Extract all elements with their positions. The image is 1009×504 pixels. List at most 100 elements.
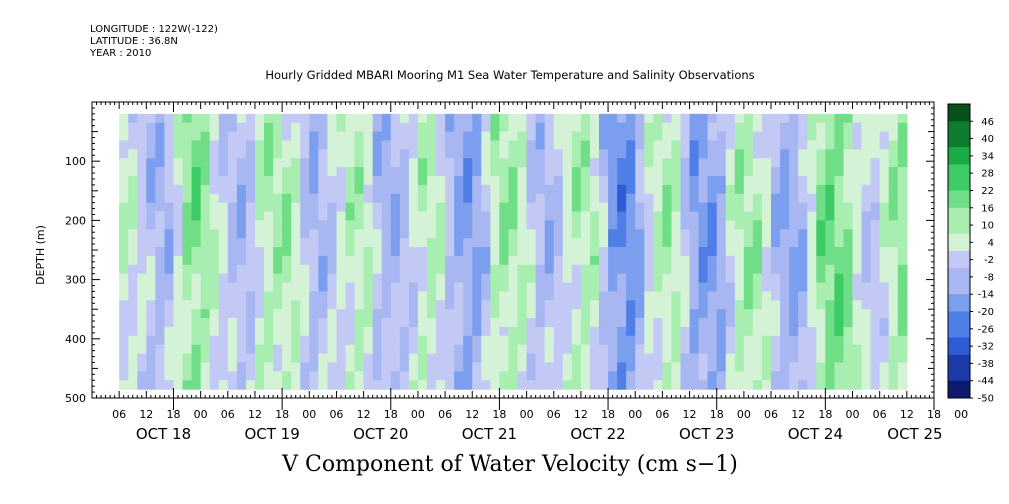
heatmap-cell [381,193,392,204]
heatmap-cell [589,380,600,390]
heatmap-cell [626,344,636,355]
heatmap-cell [761,291,772,301]
heatmap-cell [798,353,808,364]
heatmap-cell [318,247,328,257]
heatmap-cell [526,238,537,248]
heatmap-cell [635,193,645,204]
heatmap-cell [164,122,175,133]
heatmap-cell [155,380,166,390]
heatmap-cell [743,255,754,266]
heatmap-cell [245,149,256,159]
heatmap-cell [472,167,482,177]
heatmap-cell [390,247,401,257]
heatmap-cell [426,344,437,355]
heatmap-cell [490,335,501,346]
heatmap-cell [888,264,899,275]
heatmap-cell [608,362,618,372]
heatmap-cell [897,247,908,257]
heatmap-cell [490,300,501,310]
heatmap-cell [644,184,654,195]
x-hour-label: 00 [302,408,316,421]
heatmap-cell [390,167,401,177]
heatmap-cell [499,131,510,142]
heatmap-cell [209,229,220,239]
heatmap-cell [173,318,184,328]
heatmap-cell [408,326,419,337]
heatmap-cell [264,362,274,372]
heatmap-cell [870,300,881,310]
colorbar-swatch [948,294,970,304]
heatmap-cell [146,247,156,257]
heatmap-cell [336,335,347,346]
heatmap-cell [282,255,292,266]
heatmap-cell [861,211,872,221]
heatmap-cell [146,344,156,355]
heatmap-cell [535,362,546,372]
heatmap-cell [291,326,301,337]
heatmap-cell [644,122,654,133]
heatmap-cell [300,282,310,293]
heatmap-cell [716,140,727,150]
heatmap-cell [562,158,573,168]
heatmap-cell [309,291,319,301]
heatmap-cell [345,344,356,355]
heatmap-cell [436,113,446,124]
heatmap-cell [345,255,356,266]
heatmap-cell [363,238,374,248]
heatmap-cell [463,176,473,186]
heatmap-cell [245,300,256,310]
heatmap-cell [372,149,383,159]
heatmap-cell [662,176,673,186]
heatmap-cell [580,380,591,390]
heatmap-cell [318,211,328,221]
heatmap-cell [508,247,519,257]
heatmap-cell [888,353,899,364]
heatmap-cell [771,167,781,177]
heatmap-cell [716,184,727,195]
heatmap-cell [653,353,663,364]
heatmap-cell [218,167,229,177]
heatmap-cell [526,300,537,310]
heatmap-cell [209,167,220,177]
heatmap-cell [381,202,392,213]
heatmap-cell [300,353,310,364]
heatmap-cell [155,326,166,337]
x-hour-label: 12 [574,408,588,421]
heatmap-cell [408,282,419,293]
heatmap-cell [680,113,691,124]
heatmap-cell [580,335,591,346]
heatmap-cell [644,176,654,186]
heatmap-cell [580,255,591,266]
heatmap-cell [580,273,591,284]
heatmap-cell [553,202,564,213]
heatmap-cell [119,238,129,248]
heatmap-cell [771,211,781,221]
heatmap-cell [408,291,419,301]
heatmap-cell [426,202,437,213]
heatmap-cell [245,184,256,195]
heatmap-cell [599,211,609,221]
heatmap-cell [417,309,428,319]
heatmap-cell [191,211,202,221]
heatmap-cell [897,211,908,221]
heatmap-cell [245,247,256,257]
heatmap-cell [553,273,564,284]
heatmap-cell [544,193,555,204]
heatmap-cell [725,247,736,257]
heatmap-cell [273,273,283,284]
heatmap-cell [608,113,618,124]
heatmap-cell [381,247,392,257]
heatmap-cell [472,353,482,364]
heatmap-cell [807,113,817,124]
heatmap-cell [291,113,301,124]
heatmap-cell [155,318,166,328]
heatmap-cell [300,300,310,310]
heatmap-cell [752,264,763,275]
heatmap-cell [417,335,428,346]
heatmap-cell [752,353,763,364]
heatmap-cell [689,167,700,177]
heatmap-cell [852,326,863,337]
heatmap-cell [752,273,763,284]
heatmap-cell [635,318,645,328]
x-hour-label: 00 [411,408,425,421]
